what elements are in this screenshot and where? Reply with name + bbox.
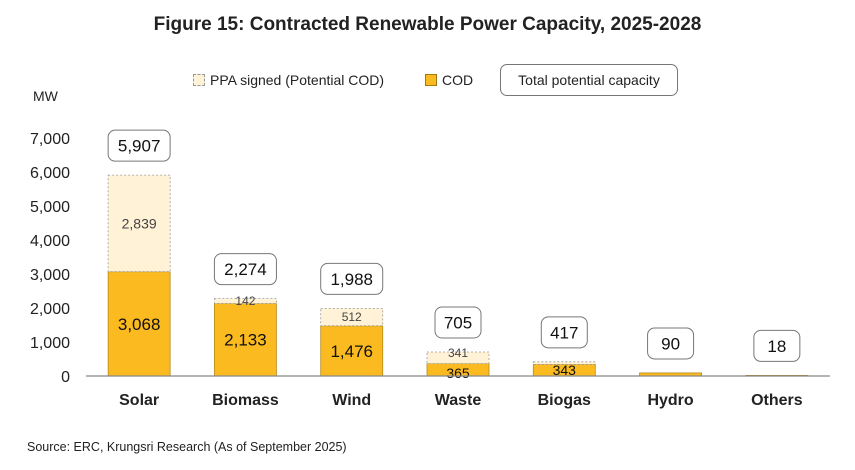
data-label-ppa: 2,839: [122, 215, 157, 231]
total-label: 2,274: [224, 260, 267, 279]
total-label-box: [540, 316, 588, 349]
data-label-ppa: 142: [235, 294, 255, 308]
data-label-cod: 2,133: [224, 331, 267, 350]
x-tick-label: Wind: [332, 392, 371, 409]
x-tick-label: Waste: [435, 392, 482, 409]
bar-cod: [107, 271, 171, 377]
total-label: 18: [767, 337, 786, 356]
legend-item-total: Total potential capacity: [500, 64, 678, 96]
x-tick-label: Solar: [119, 392, 159, 409]
total-label: 705: [444, 313, 472, 332]
x-tick-label: Hydro: [647, 392, 693, 409]
total-label: 5,907: [118, 137, 161, 156]
x-tick-label: Biomass: [212, 392, 279, 409]
bar-ppa: [532, 361, 596, 365]
legend-item-ppa: PPA signed (Potential COD): [193, 72, 384, 88]
legend-swatch-cod: [425, 74, 437, 86]
source-note: Source: ERC, Krungsri Research (As of Se…: [27, 440, 347, 454]
data-label-ppa: 341: [448, 346, 468, 360]
total-label-box: [753, 329, 801, 362]
data-label-ppa: 512: [342, 310, 362, 324]
y-axis-label: MW: [33, 88, 58, 104]
total-label: 1,988: [330, 270, 373, 289]
y-tick-label: 1,000: [30, 335, 70, 352]
bar-ppa: [107, 174, 171, 273]
data-label-cod: 365: [446, 365, 470, 381]
y-tick-label: 0: [61, 369, 70, 386]
legend-label-ppa: PPA signed (Potential COD): [210, 72, 385, 88]
legend-item-cod: COD: [425, 72, 473, 88]
total-label-box: [434, 306, 482, 339]
y-tick-label: 3,000: [30, 267, 70, 284]
bar-ppa: [426, 351, 490, 364]
x-tick-label: Others: [751, 392, 803, 409]
y-tick-label: 7,000: [30, 131, 70, 148]
chart-title: Figure 15: Contracted Renewable Power Ca…: [153, 14, 702, 35]
y-tick-label: 5,000: [30, 199, 70, 216]
total-label-box: [213, 253, 277, 286]
total-label: 90: [661, 334, 680, 353]
bar-cod: [320, 325, 384, 377]
y-tick-label: 6,000: [30, 165, 70, 182]
y-tick-label: 4,000: [30, 233, 70, 250]
x-tick-label: Biogas: [538, 392, 591, 409]
data-label-cod: 3,068: [118, 315, 161, 334]
total-label: 417: [550, 323, 578, 342]
total-label-box: [107, 129, 171, 162]
legend-swatch-ppa: [193, 74, 205, 86]
bar-ppa: [214, 298, 277, 304]
data-label-cod: 1,476: [330, 342, 373, 361]
legend-label-cod: COD: [442, 72, 474, 88]
data-label-cod: 343: [553, 362, 577, 378]
total-label-box: [647, 327, 695, 360]
total-label-box: [320, 262, 384, 295]
bar-ppa: [320, 308, 384, 327]
y-tick-label: 2,000: [30, 301, 70, 318]
